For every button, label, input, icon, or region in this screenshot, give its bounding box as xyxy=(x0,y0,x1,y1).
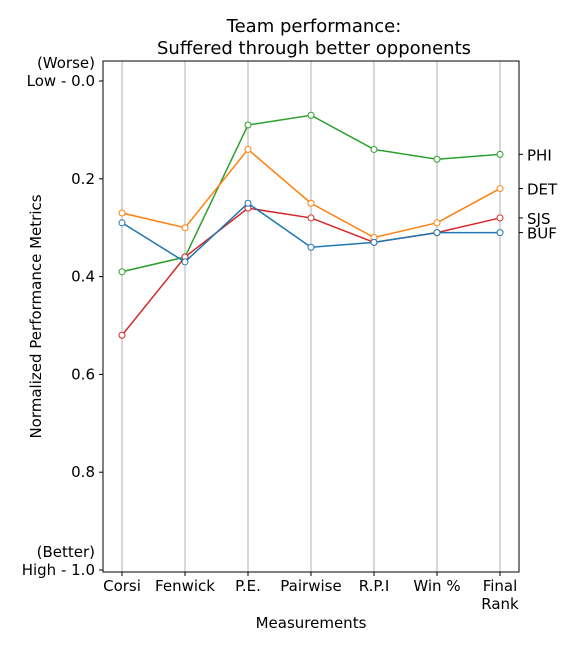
chart-title-line-1: Team performance: xyxy=(226,16,402,37)
x-tick-label: Pairwise xyxy=(280,577,341,595)
data-point-det xyxy=(118,209,126,217)
data-point-buf xyxy=(307,243,315,251)
y-axis-label: Normalized Performance Metrics xyxy=(27,194,45,438)
data-point-buf xyxy=(496,229,504,237)
x-tick-label: R.P.I xyxy=(359,577,390,595)
y-tick-label: Low - 0.0 xyxy=(27,72,95,90)
series-lines xyxy=(118,111,504,339)
data-point-buf xyxy=(370,238,378,246)
y-tick-label: High - 1.0 xyxy=(22,561,95,579)
data-point-buf xyxy=(118,219,126,227)
data-point-sjs xyxy=(496,214,504,222)
y-tick-label: 0.6 xyxy=(71,365,95,383)
data-point-buf xyxy=(244,199,252,207)
y-axis-ticks: (Worse)Low - 0.0 0.2 0.4 0.6 0.8 (Better)High… xyxy=(22,54,103,579)
y-tick-label: (Worse) xyxy=(37,54,95,72)
x-tick-label: Corsi xyxy=(103,577,141,595)
data-point-buf xyxy=(433,229,441,237)
x-tick-label: Fenwick xyxy=(155,577,215,595)
data-point-det xyxy=(181,224,189,232)
y-tick-label: 0.8 xyxy=(71,463,95,481)
x-tick-label: Rank xyxy=(481,595,519,613)
end-label-sjs: SJS xyxy=(527,210,550,228)
data-point-buf xyxy=(181,258,189,266)
end-label-buf: BUF xyxy=(527,225,557,243)
data-point-det xyxy=(496,185,504,193)
end-label-det: DET xyxy=(527,181,558,199)
y-tick-label: 0.2 xyxy=(71,170,95,188)
x-tick-label: P.E. xyxy=(235,577,261,595)
data-point-phi xyxy=(496,150,504,158)
data-point-phi xyxy=(118,268,126,276)
x-tick-label: Win % xyxy=(413,577,460,595)
data-point-phi xyxy=(307,111,315,119)
y-tick-label: 0.4 xyxy=(71,268,95,286)
data-point-sjs xyxy=(307,214,315,222)
chart-title-line-2: Suffered through better opponents xyxy=(157,38,471,59)
x-gridlines xyxy=(121,61,501,572)
data-point-det xyxy=(433,219,441,227)
x-tick-label: Final xyxy=(483,577,518,595)
data-point-sjs xyxy=(118,331,126,339)
data-point-phi xyxy=(433,155,441,163)
data-point-det xyxy=(244,145,252,153)
y-tick-label: (Better) xyxy=(37,543,95,561)
data-point-det xyxy=(307,199,315,207)
data-point-phi xyxy=(370,145,378,153)
x-axis-label: Measurements xyxy=(256,614,367,632)
x-axis-ticks: Corsi Fenwick P.E. Pairwise R.P.I Win % FinalR… xyxy=(103,572,519,613)
end-label-phi: PHI xyxy=(527,146,552,164)
data-point-phi xyxy=(244,121,252,129)
